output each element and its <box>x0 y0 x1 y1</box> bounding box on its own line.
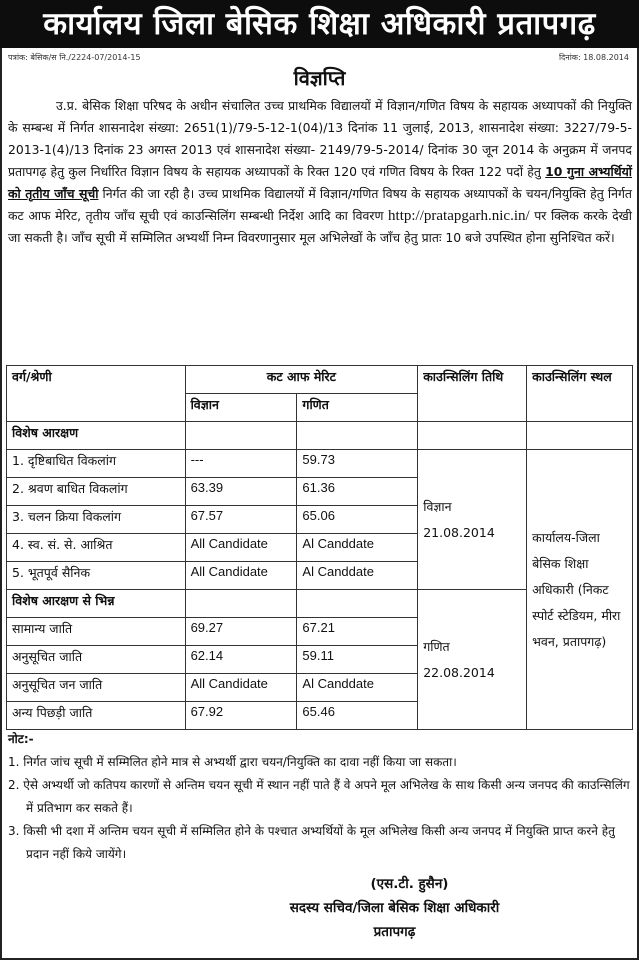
category-cell: 1. दृष्टिबाधित विकलांग <box>6 449 186 478</box>
counselling-date-science: विज्ञान 21.08.2014 <box>417 449 528 590</box>
science-cutoff: All Candidate <box>184 673 298 702</box>
header-science: विज्ञान <box>184 393 298 422</box>
counselling-date-maths: गणित 22.08.2014 <box>417 589 528 730</box>
category-cell: सामान्य जाति <box>6 617 186 646</box>
cutoff-table: वर्ग/श्रेणी कट आफ मेरिट काउन्सिलिंग तिथि… <box>6 365 633 730</box>
notice-date: दिनांक: 18.08.2014 <box>558 53 629 62</box>
header-category: वर्ग/श्रेणी <box>6 365 186 422</box>
body-text: निर्गत की जा रही है। उच्च प्राथमिक विद्य… <box>8 186 632 223</box>
table-row: अन्य पिछड़ी जाति 67.92 65.46 <box>6 701 633 730</box>
body-text: पर क्लिक करके देखी जा सकती है। जाँच सूची… <box>8 208 633 245</box>
science-cutoff: 63.39 <box>184 477 298 506</box>
office-header: कार्यालय जिला बेसिक शिक्षा अधिकारी प्रता… <box>0 0 639 48</box>
category-cell: 2. श्रवण बाधित विकलांग <box>6 477 186 506</box>
science-cutoff: 69.27 <box>184 617 298 646</box>
body-highlight: 10 गुना अभ्यर्थियों को तृतीय जाँच सूची <box>8 164 633 201</box>
notes-section: नोट:- 1. निर्गत जांच सूची में सम्मिलित ह… <box>8 728 634 866</box>
table-row: अनुसूचित जाति 62.14 59.11 <box>6 645 633 674</box>
maths-cutoff: 61.36 <box>296 477 419 506</box>
counselling-venue: कार्यालय-जिला बेसिक शिक्षा अधिकारी (निकट… <box>526 449 633 730</box>
header-counselling-date: काउन्सिलिंग तिथि <box>417 365 528 422</box>
header-counselling-venue: काउन्सिलिंग स्थल <box>526 365 633 422</box>
category-cell: 5. भूतपूर्व सैनिक <box>6 561 186 590</box>
category-cell: 3. चलन क्रिया विकलांग <box>6 505 186 534</box>
science-cutoff: 62.14 <box>184 645 298 674</box>
note-item: 3. किसी भी दशा में अन्तिम चयन सूची में स… <box>8 824 615 861</box>
reference-number: पत्रांक: बेसिक/स नि./2224-07/2014-15 <box>8 53 141 62</box>
website-link[interactable]: http://pratapgarh.nic.in/ <box>388 208 530 224</box>
signature-block: (एस.टी. हुसैन) सदस्य सचिव/जिला बेसिक शिक… <box>0 872 639 944</box>
maths-cutoff: 65.46 <box>296 701 419 730</box>
category-cell: अनुसूचित जाति <box>6 645 186 674</box>
notice-title: विज्ञप्ति <box>293 66 346 90</box>
maths-cutoff: 59.11 <box>296 645 419 674</box>
maths-cutoff: 65.06 <box>296 505 419 534</box>
maths-cutoff: 67.21 <box>296 617 419 646</box>
header-cutoff: कट आफ मेरिट <box>184 365 419 394</box>
subject-label: विज्ञान <box>423 498 452 514</box>
science-cutoff: 67.57 <box>184 505 298 534</box>
table-row: अनुसूचित जन जाति All Candidate Al Candda… <box>6 673 633 702</box>
notice-body: उ.प्र. बेसिक शिक्षा परिषद के अधीन संचालि… <box>8 95 632 249</box>
note-item: 2. ऐसे अभ्यर्थी जो कतिपय कारणों से अन्ति… <box>8 778 630 815</box>
date-value: 22.08.2014 <box>423 664 495 680</box>
signatory-name: (एस.टी. हुसैन) <box>370 876 449 892</box>
subject-label: गणित <box>423 638 450 654</box>
table-row: 1. दृष्टिबाधित विकलांग --- 59.73 विज्ञान… <box>6 449 633 730</box>
section-other-than-special: विशेष आरक्षण से भिन्न <box>6 589 186 618</box>
category-cell: अन्य पिछड़ी जाति <box>6 701 186 730</box>
maths-cutoff: Al Canddate <box>296 533 419 562</box>
category-cell: 4. स्व. सं. से. आश्रित <box>6 533 186 562</box>
science-cutoff: All Candidate <box>184 533 298 562</box>
maths-cutoff: 59.73 <box>296 449 419 478</box>
section-special-reservation: विशेष आरक्षण <box>6 421 186 450</box>
signatory-place: प्रतापगढ़ <box>373 924 416 940</box>
science-cutoff: --- <box>184 449 298 478</box>
table-row: 5. भूतपूर्व सैनिक All Candidate Al Candd… <box>6 561 633 590</box>
table-row: 2. श्रवण बाधित विकलांग 63.39 61.36 <box>6 477 633 506</box>
maths-cutoff: Al Canddate <box>296 561 419 590</box>
header-maths: गणित <box>296 393 419 422</box>
body-text: उ.प्र. बेसिक शिक्षा परिषद के अधीन संचालि… <box>8 98 632 179</box>
signatory-designation: सदस्य सचिव/जिला बेसिक शिक्षा अधिकारी <box>289 900 500 916</box>
date-value: 21.08.2014 <box>423 524 495 540</box>
note-item: 1. निर्गत जांच सूची में सम्मिलित होने मा… <box>8 755 457 769</box>
category-cell: अनुसूचित जन जाति <box>6 673 186 702</box>
science-cutoff: All Candidate <box>184 561 298 590</box>
maths-cutoff: Al Canddate <box>296 673 419 702</box>
science-cutoff: 67.92 <box>184 701 298 730</box>
notes-heading: नोट:- <box>8 732 34 746</box>
